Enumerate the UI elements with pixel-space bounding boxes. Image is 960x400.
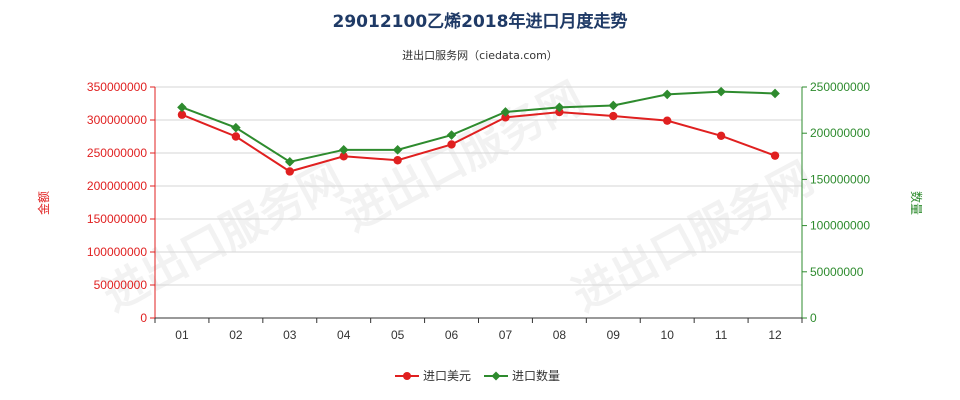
x-tick-label-06: 06 xyxy=(445,328,459,342)
series-0-point-03 xyxy=(285,167,294,176)
series-0-point-10 xyxy=(663,116,672,125)
left-tick-label-0: 0 xyxy=(140,311,147,325)
left-tick-label-6: 300000000 xyxy=(87,113,147,127)
x-tick-label-02: 02 xyxy=(229,328,243,342)
series-1-point-09 xyxy=(608,100,619,111)
x-tick-label-01: 01 xyxy=(175,328,189,342)
left-tick-label-2: 100000000 xyxy=(87,245,147,259)
left-tick-label-1: 50000000 xyxy=(94,278,148,292)
series-1-point-07 xyxy=(500,107,511,117)
right-tick-label-3: 150000000 xyxy=(810,172,870,186)
right-tick-label-2: 100000000 xyxy=(810,219,870,233)
watermark-text-1: 进出口服务网 xyxy=(565,153,822,322)
right-tick-label-4: 200000000 xyxy=(810,126,870,140)
x-tick-label-05: 05 xyxy=(391,328,405,342)
left-tick-label-7: 350000000 xyxy=(87,80,147,94)
x-tick-label-08: 08 xyxy=(553,328,567,342)
series-0-point-01 xyxy=(177,110,187,119)
series-1-point-12 xyxy=(770,88,780,99)
x-axis-ticks: 01 02 03 04 05 06 07 08 09 10 11 12 xyxy=(154,318,803,342)
x-tick-label-07: 07 xyxy=(499,328,513,342)
series-layer xyxy=(177,86,780,176)
legend-marker-1 xyxy=(491,371,501,381)
series-0-point-02 xyxy=(231,132,241,141)
series-0-point-04 xyxy=(339,152,348,161)
right-tick-label-1: 50000000 xyxy=(810,265,864,279)
legend: 进口美元 进口数量 xyxy=(395,368,560,383)
series-1-point-05 xyxy=(392,145,403,155)
left-tick-label-5: 250000000 xyxy=(87,146,147,160)
x-tick-label-10: 10 xyxy=(661,328,675,342)
left-axis-ticks: 0 50000000 100000000 150000000 200000000 2500… xyxy=(87,80,155,325)
left-tick-label-3: 150000000 xyxy=(87,212,147,226)
series-1-point-08 xyxy=(554,102,565,113)
x-tick-label-03: 03 xyxy=(283,328,297,342)
left-tick-label-4: 200000000 xyxy=(87,179,147,193)
series-0-point-06 xyxy=(447,140,456,149)
series-1-point-04 xyxy=(338,145,349,155)
x-tick-label-12: 12 xyxy=(768,328,782,342)
series-0-point-09 xyxy=(609,111,618,121)
series-line-0 xyxy=(181,111,776,173)
series-1-point-10 xyxy=(662,89,673,100)
right-axis-label: 数量 xyxy=(909,191,924,215)
series-0-point-05 xyxy=(393,156,402,165)
chart-subtitle: 进出口服务网（ciedata.com） xyxy=(402,48,558,62)
chart-title: 29012100乙烯2018年进口月度走势 xyxy=(333,11,628,32)
series-1-point-11 xyxy=(716,86,726,97)
x-tick-label-11: 11 xyxy=(715,328,728,342)
series-0-point-07 xyxy=(501,113,510,122)
series-line-1 xyxy=(181,90,776,163)
right-axis-ticks: 0 50000000 100000000 150000000 200000000 2500… xyxy=(802,80,870,325)
series-1-point-03 xyxy=(284,157,295,167)
x-tick-label-04: 04 xyxy=(337,328,351,342)
legend-label-0: 进口美元 xyxy=(423,369,471,383)
series-0-point-12 xyxy=(770,151,780,160)
left-axis-label: 金额 xyxy=(36,191,51,215)
legend-marker-0 xyxy=(403,372,411,380)
x-tick-label-09: 09 xyxy=(607,328,621,342)
right-tick-label-5: 250000000 xyxy=(810,80,870,94)
legend-label-1: 进口数量 xyxy=(512,368,560,383)
series-1-point-01 xyxy=(177,102,187,113)
watermark-text-2: 进出口服务网 xyxy=(335,73,592,242)
series-1-point-02 xyxy=(231,122,241,133)
series-0-point-11 xyxy=(716,131,726,141)
right-tick-label-0: 0 xyxy=(810,311,817,325)
series-1-point-06 xyxy=(446,130,457,140)
